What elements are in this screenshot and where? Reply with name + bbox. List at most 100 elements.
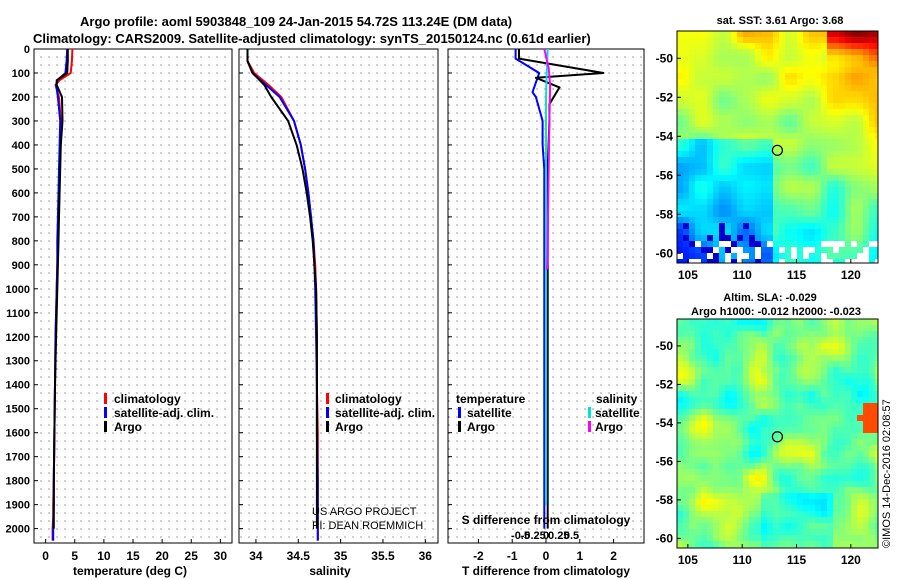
map-cell (779, 325, 785, 331)
map-cell (737, 55, 743, 61)
map-cell (689, 349, 695, 355)
map-cell (791, 73, 797, 79)
map-cell (725, 163, 731, 169)
map-cell (845, 415, 851, 421)
map-cell (815, 541, 821, 547)
map-cell (689, 73, 695, 79)
map-cell (875, 355, 878, 361)
map-cell (713, 205, 719, 211)
map-cell (737, 409, 743, 415)
map-cell (695, 121, 701, 127)
map-cell (839, 133, 845, 139)
map-cell (749, 139, 755, 145)
map-cell (845, 121, 851, 127)
map-cell (695, 415, 701, 421)
map-cell (851, 541, 857, 547)
map-cell (779, 115, 785, 121)
map-cell (791, 199, 797, 205)
map-cell (689, 121, 695, 127)
map-cell (773, 97, 779, 103)
map-cell (743, 103, 749, 109)
map-cell (833, 451, 839, 457)
map-cell (809, 139, 815, 145)
map-cell (701, 67, 707, 73)
map-cell (773, 535, 779, 541)
map-cell (809, 349, 815, 355)
map-cell (875, 259, 878, 263)
map-cell (863, 235, 869, 241)
map-cell (851, 367, 857, 373)
map-cell (719, 535, 725, 541)
map-cell (815, 433, 821, 439)
map-cell (839, 163, 845, 169)
map-cell (773, 181, 779, 187)
map-cell (707, 529, 713, 535)
map-cell (761, 391, 767, 397)
map-cell (677, 253, 683, 259)
map-cell (803, 145, 809, 151)
map-cell (677, 487, 683, 493)
map-cell (845, 235, 851, 241)
map-cell (773, 217, 779, 223)
map-cell (809, 169, 815, 175)
map-cell (785, 115, 791, 121)
map-cell (827, 205, 833, 211)
map-cell (683, 379, 689, 385)
map-cell (827, 391, 833, 397)
map-cell (713, 445, 719, 451)
map-cell (821, 409, 827, 415)
map-cell (809, 187, 815, 193)
map-cell (695, 367, 701, 373)
map-cell (743, 169, 749, 175)
map-cell (701, 175, 707, 181)
map-cell (827, 511, 833, 517)
map-cell (779, 451, 785, 457)
map-cell (749, 223, 755, 229)
map-cell (857, 61, 863, 67)
map-cell (749, 169, 755, 175)
map-cell (857, 373, 863, 379)
map-cell (743, 499, 749, 505)
map-cell (689, 115, 695, 121)
map-cell (785, 175, 791, 181)
map-cell (713, 361, 719, 367)
map-cell (869, 97, 875, 103)
map-cell (815, 91, 821, 97)
map-cell (767, 79, 773, 85)
map-cell (737, 145, 743, 151)
map-cell (785, 487, 791, 493)
map-cell (731, 115, 737, 121)
x-tick-label: 0 (42, 549, 49, 563)
sla-map-title: Altim. SLA: -0.029 (723, 292, 817, 304)
map-cell (875, 415, 878, 421)
map-cell (719, 523, 725, 529)
map-cell (731, 175, 737, 181)
map-cell (857, 325, 863, 331)
map-cell (749, 463, 755, 469)
map-cell (809, 235, 815, 241)
map-cell (833, 217, 839, 223)
map-cell (815, 253, 821, 259)
map-cell (833, 103, 839, 109)
map-cell (803, 151, 809, 157)
map-cell (827, 415, 833, 421)
map-cell (695, 409, 701, 415)
map-cell (695, 151, 701, 157)
map-cell (809, 385, 815, 391)
map-cell (761, 469, 767, 475)
map-cell (785, 391, 791, 397)
map-cell (695, 163, 701, 169)
map-cell (815, 355, 821, 361)
map-cell (773, 253, 779, 259)
map-cell (815, 499, 821, 505)
map-cell (725, 373, 731, 379)
map-cell (695, 487, 701, 493)
map-cell (833, 145, 839, 151)
map-cell (833, 427, 839, 433)
map-cell (677, 415, 683, 421)
map-cell (785, 511, 791, 517)
map-cell (707, 139, 713, 145)
map-cell (725, 253, 731, 259)
map-cell (827, 73, 833, 79)
map-cell (827, 475, 833, 481)
